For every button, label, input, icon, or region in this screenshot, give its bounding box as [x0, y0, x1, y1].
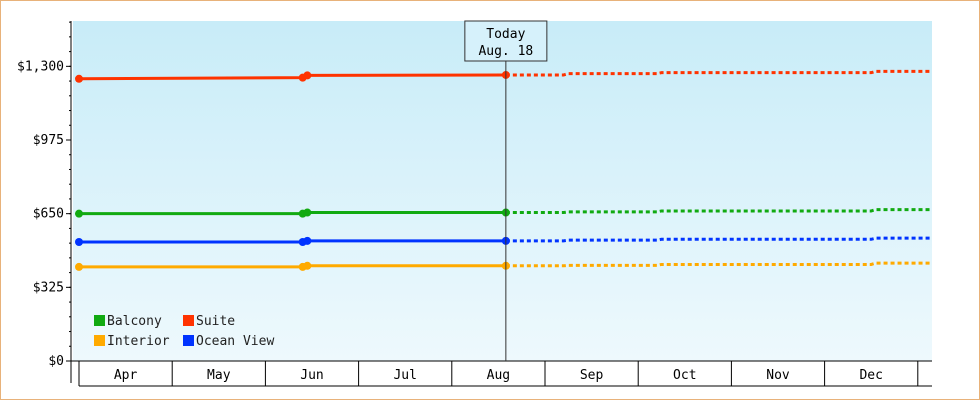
- series-interior-point: [75, 262, 83, 271]
- legend-swatch-suite: [183, 315, 194, 326]
- series-interior-point: [303, 261, 312, 270]
- series-ocean-view-forecast-line: [505, 236, 932, 243]
- legend-swatch-ocean-view: [183, 335, 194, 346]
- series-balcony-point: [75, 209, 83, 218]
- series-balcony-forecast-line: [505, 208, 932, 215]
- y-tick-label: $650: [33, 207, 64, 222]
- series-balcony-actual-line: [79, 211, 506, 216]
- today-marker: Today Aug. 18: [464, 20, 548, 361]
- series-suite-point: [303, 71, 312, 80]
- month-label: Jul: [393, 368, 416, 383]
- month-label: May: [207, 368, 231, 383]
- legend-swatch-interior: [94, 335, 105, 346]
- today-box: [464, 20, 548, 62]
- series-ocean-view-actual-line: [79, 239, 506, 244]
- legend-label-interior: Interior: [107, 334, 170, 349]
- legend-swatch-balcony: [94, 315, 105, 326]
- legend-label-suite: Suite: [196, 314, 235, 329]
- month-label: Oct: [673, 368, 696, 383]
- series-ocean-view-point: [75, 238, 83, 246]
- series-suite-point: [75, 74, 83, 83]
- series-balcony-point: [303, 208, 312, 217]
- month-label: Jun: [300, 368, 323, 383]
- y-tick-label: $1,300: [17, 59, 64, 74]
- legend-label-ocean-view: Ocean View: [196, 334, 274, 349]
- y-tick-label: $0: [48, 354, 64, 369]
- month-label: Nov: [766, 368, 790, 383]
- today-label: Today: [486, 27, 525, 42]
- month-label: Dec: [859, 368, 882, 383]
- month-label: Aug: [487, 368, 510, 383]
- legend: Balcony Suite Interior Ocean View: [94, 314, 274, 349]
- series-suite-forecast-line: [505, 69, 932, 77]
- month-label: Apr: [114, 368, 138, 383]
- today-date: Aug. 18: [478, 44, 533, 59]
- month-label: Sep: [580, 368, 604, 383]
- y-tick-label: $975: [33, 133, 64, 148]
- y-tick-label: $325: [33, 280, 64, 295]
- legend-label-balcony: Balcony: [107, 314, 162, 329]
- series-interior-forecast-line: [505, 261, 932, 268]
- series-ocean-view-point: [303, 236, 312, 245]
- series-interior-actual-line: [79, 264, 506, 269]
